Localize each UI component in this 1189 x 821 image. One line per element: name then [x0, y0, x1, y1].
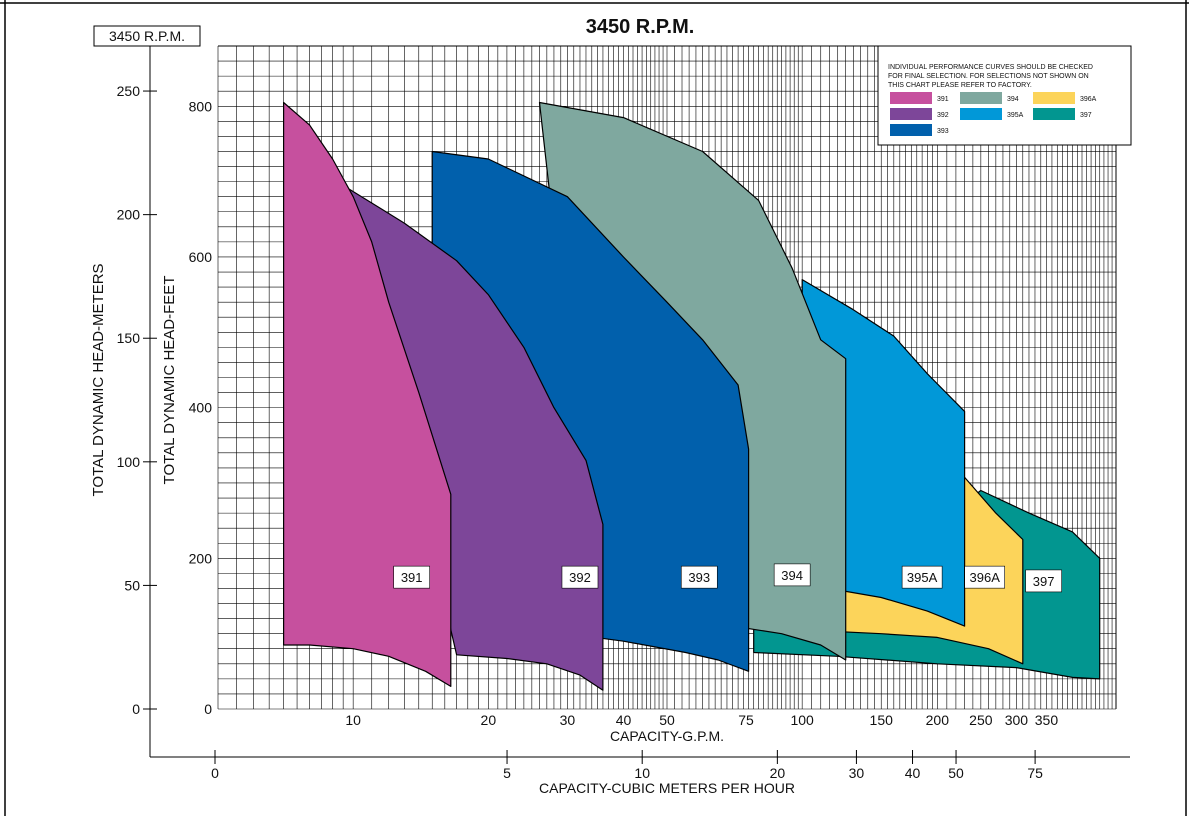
- x-tick-label: 40: [616, 712, 632, 728]
- legend-entry-394: 394: [1007, 96, 1019, 103]
- series-label-box: [680, 565, 718, 589]
- y-tick-label: 800: [189, 98, 213, 114]
- m-tick-label: 100: [117, 454, 141, 470]
- legend-swatch-391: [890, 92, 932, 104]
- series-label-397: 397: [1033, 574, 1055, 589]
- x-tick-label: 300: [1005, 712, 1029, 728]
- series-area-392: [348, 188, 604, 691]
- series-label-395a: 395A: [907, 570, 938, 585]
- legend-entry-391: 391: [937, 96, 949, 103]
- legend-entry-392: 392: [937, 112, 949, 119]
- cmh-tick-label: 40: [905, 765, 921, 781]
- legend-note-line-1: INDIVIDUAL PERFORMANCE CURVES SHOULD BE …: [888, 64, 1093, 71]
- m-tick-label: 0: [132, 701, 140, 717]
- series-label-393: 393: [688, 570, 710, 585]
- x-tick-label: 75: [738, 712, 754, 728]
- series-label-box: [901, 565, 943, 589]
- cmh-tick-label: 30: [849, 765, 865, 781]
- y-axis-label: TOTAL DYNAMIC HEAD-FEET: [161, 276, 178, 485]
- series-labels: 397 396A 395A 394 393 392 391: [393, 563, 1062, 593]
- x-tick-label: 50: [659, 712, 675, 728]
- series-area-391: [283, 101, 452, 688]
- m-tick-label: 250: [117, 83, 141, 99]
- y2-axis-label: TOTAL DYNAMIC HEAD-METERS: [90, 263, 107, 496]
- x-tick-label: 150: [870, 712, 894, 728]
- series-areas: [283, 101, 1101, 691]
- y-tick-label: 600: [189, 249, 213, 265]
- m-tick-label: 200: [117, 207, 141, 223]
- cmh-tick-label: 10: [634, 765, 650, 781]
- series-label-box: [1025, 569, 1062, 593]
- legend-entry-395a: 395A: [1007, 112, 1024, 119]
- cmh-tick-label: 0: [211, 765, 219, 781]
- series-label-box: [964, 565, 1005, 589]
- legend-swatch-394: [960, 92, 1002, 104]
- corner-label: 3450 R.P.M.: [109, 28, 185, 44]
- legend-swatch-397: [1033, 108, 1075, 120]
- corner-label-box: [93, 25, 201, 47]
- series-label-394: 394: [781, 568, 803, 583]
- series-label-396a: 396A: [970, 570, 1001, 585]
- series-label-box: [561, 565, 599, 589]
- series-label-box: [773, 563, 811, 587]
- cmh-tick-label: 75: [1027, 765, 1043, 781]
- x-tick-label: 200: [926, 712, 950, 728]
- legend-entry-397: 397: [1080, 112, 1092, 119]
- series-label-392: 392: [569, 570, 591, 585]
- legend: INDIVIDUAL PERFORMANCE CURVES SHOULD BE …: [877, 45, 1132, 146]
- y-tick-label: 0: [204, 701, 212, 717]
- legend-swatch-392: [890, 108, 932, 120]
- x-tick-label: 30: [560, 712, 576, 728]
- y-tick-label: 200: [189, 550, 213, 566]
- cmh-tick-label: 20: [770, 765, 786, 781]
- x-tick-label: 100: [790, 712, 814, 728]
- cmh-tick-label: 50: [948, 765, 964, 781]
- series-label-box: [393, 565, 430, 589]
- legend-note-line-3: THIS CHART PLEASE REFER TO FACTORY.: [888, 82, 1032, 89]
- x-tick-label: 350: [1035, 712, 1059, 728]
- axes: 10 20 30 40 50 75 100 150 200 250 300 3500200400600…: [117, 83, 1059, 781]
- x2-axis-label: CAPACITY-CUBIC METERS PER HOUR: [539, 780, 795, 796]
- x-tick-label: 250: [969, 712, 993, 728]
- legend-swatch-395a: [960, 108, 1002, 120]
- y-tick-label: 400: [189, 400, 213, 416]
- m-tick-label: 50: [124, 577, 140, 593]
- m-tick-label: 150: [117, 330, 141, 346]
- x-tick-label: 10: [345, 712, 361, 728]
- legend-entries: 391 394 396A 392 395A 397 393: [890, 92, 1097, 136]
- legend-note-line-2: FOR FINAL SELECTION. FOR SELECTIONS NOT …: [888, 73, 1089, 80]
- chart-title: 3450 R.P.M.: [586, 16, 695, 38]
- legend-entry-396a: 396A: [1080, 96, 1097, 103]
- x-tick-label: 20: [481, 712, 497, 728]
- legend-swatch-396a: [1033, 92, 1075, 104]
- cmh-tick-label: 5: [503, 765, 511, 781]
- series-label-391: 391: [401, 570, 423, 585]
- x-axis-label: CAPACITY-G.P.M.: [610, 728, 724, 744]
- legend-swatch-393: [890, 124, 932, 136]
- legend-entry-393: 393: [937, 128, 949, 135]
